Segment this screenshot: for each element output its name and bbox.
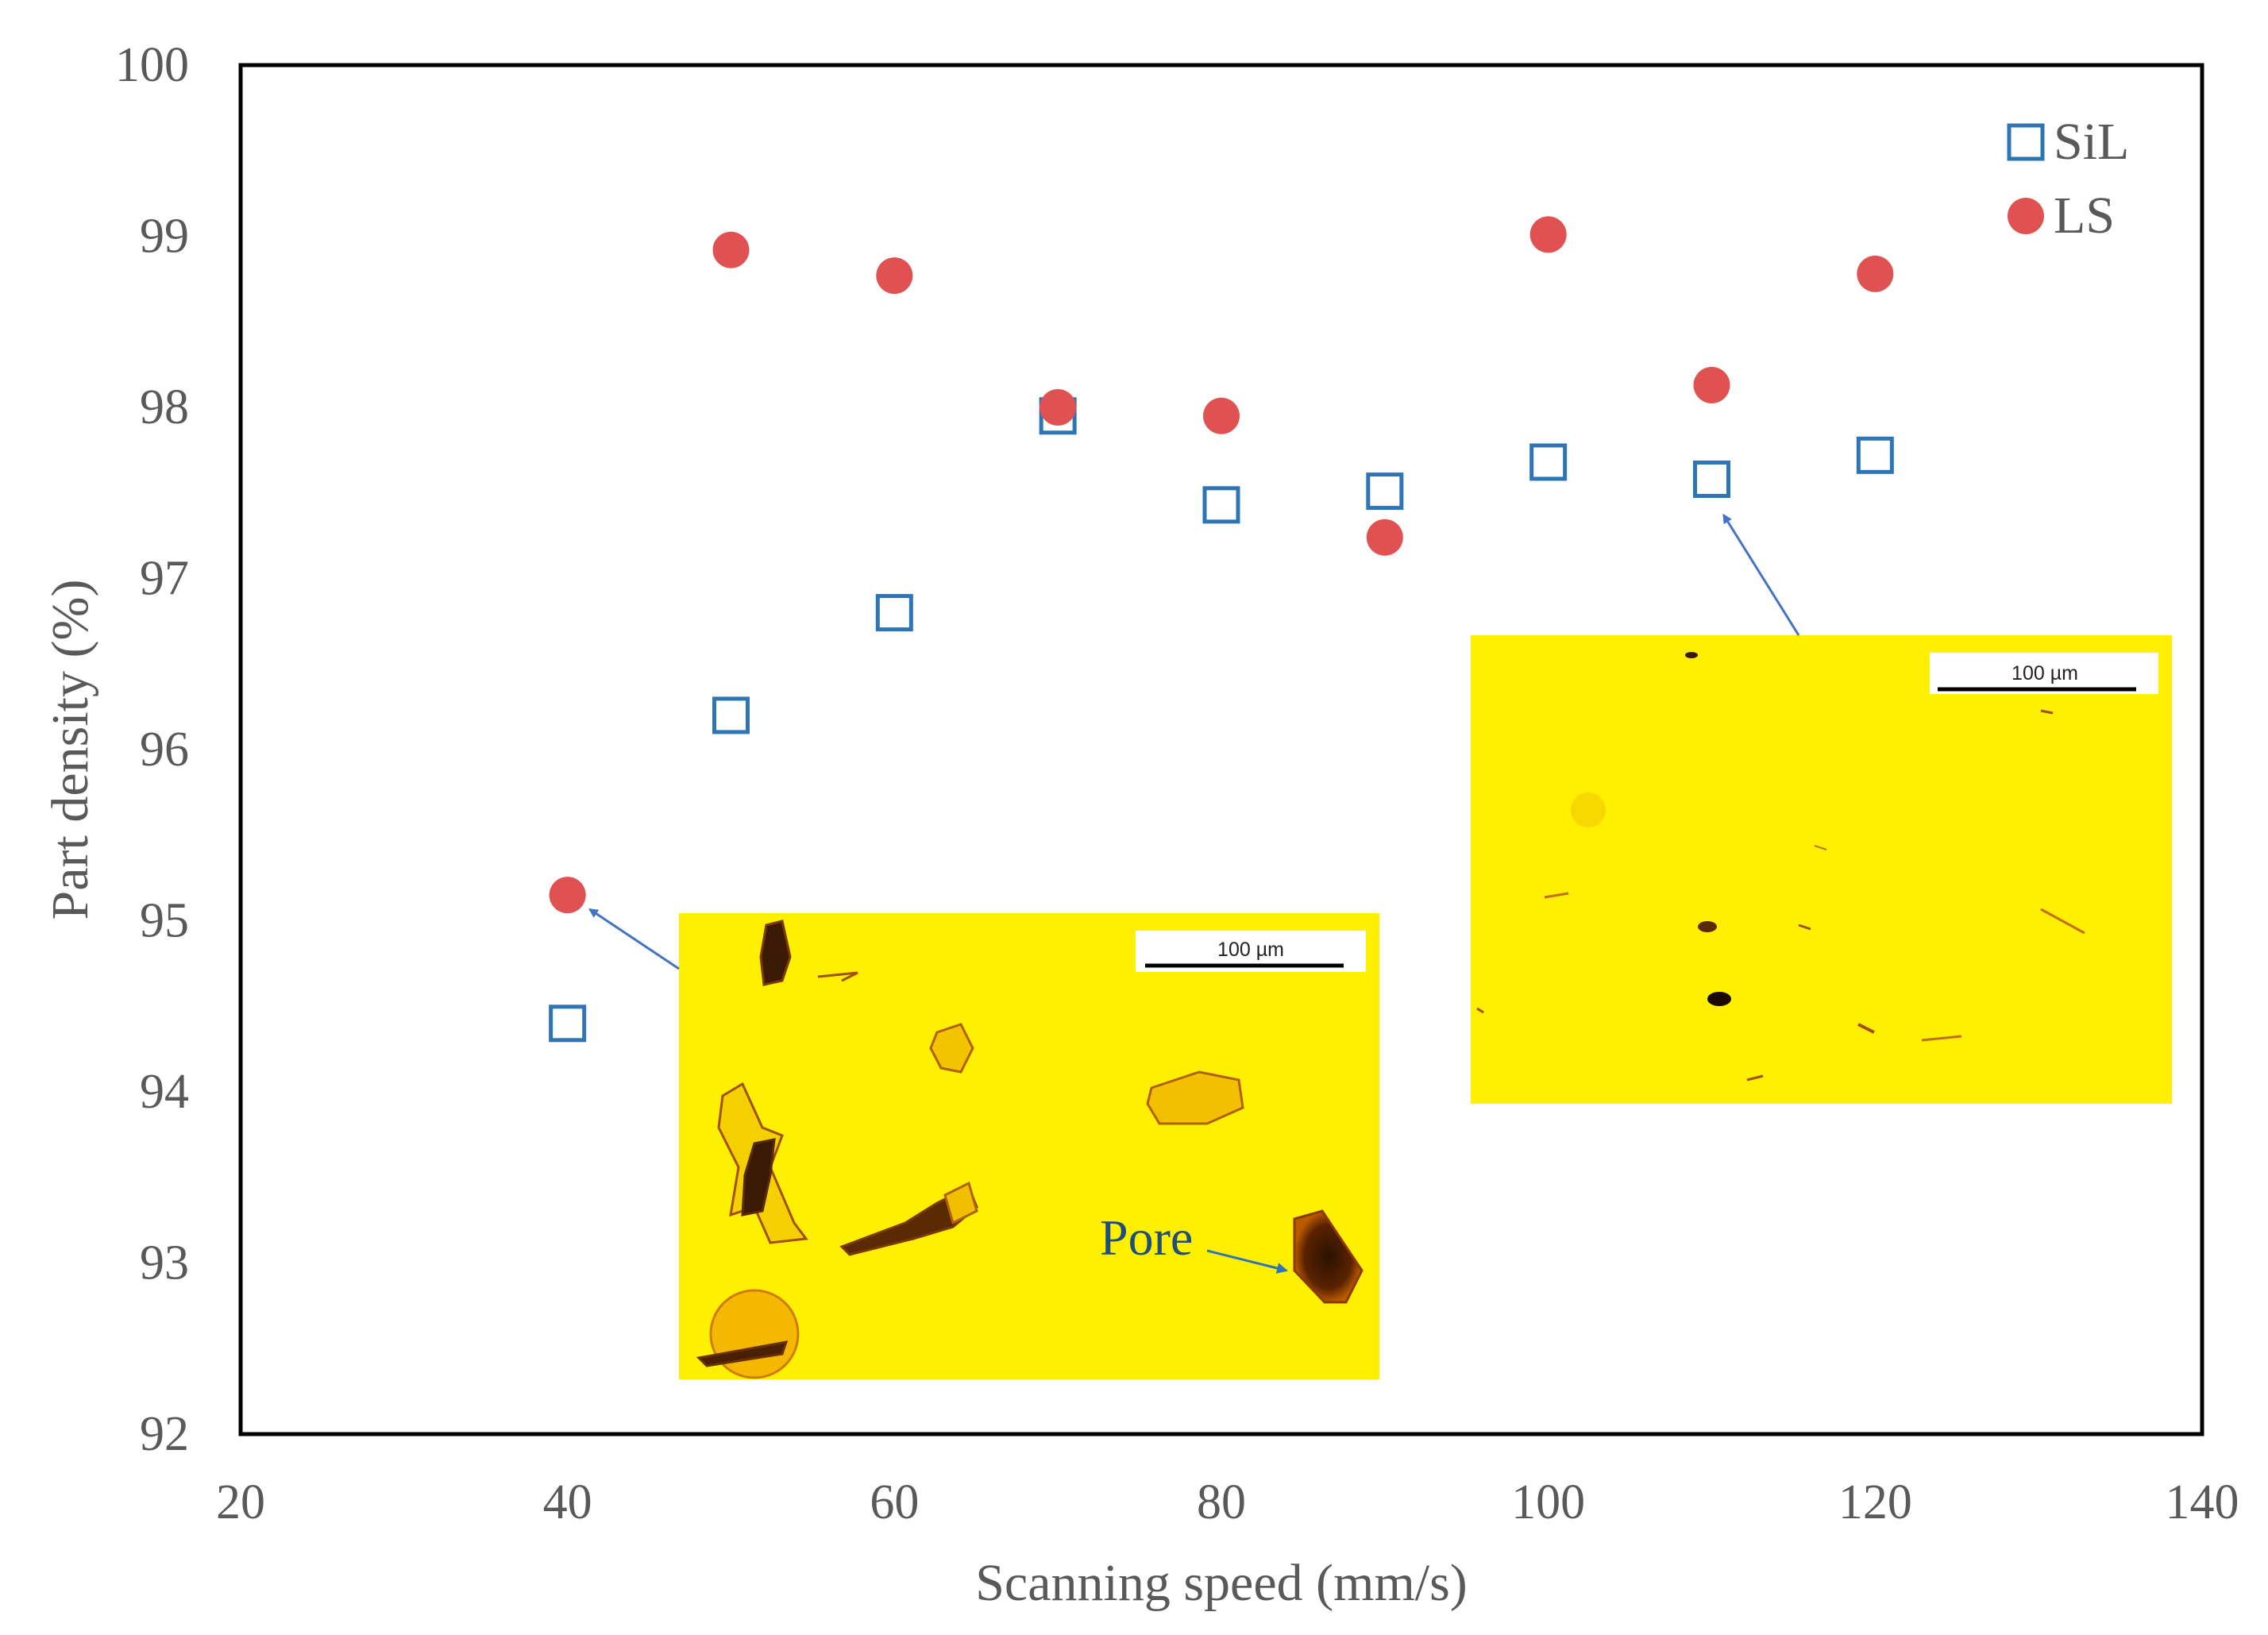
sil-point (712, 696, 750, 735)
sil-point (1366, 472, 1404, 511)
pore-arrow (1206, 1249, 1288, 1274)
y-tick-label: 97 (140, 552, 189, 606)
micrograph-low-speed-scale-label: 100 µm (1217, 939, 1284, 961)
x-tick-label: 20 (216, 1475, 265, 1529)
y-axis-title: Part density (%) (41, 580, 99, 920)
ls-point (1693, 366, 1730, 403)
inset-arrow-low-speed (588, 908, 680, 970)
y-tick-label: 92 (140, 1407, 189, 1461)
sil-point (1693, 461, 1730, 499)
legend-ls-marker (2008, 198, 2044, 234)
legend-ls-label: LS (2054, 187, 2115, 245)
ls-point (712, 231, 750, 268)
inset-arrow-high-speed (1722, 513, 1800, 636)
legend-sil-marker (2007, 123, 2045, 161)
micrograph-high-speed-scale-label: 100 µm (2011, 662, 2078, 684)
x-tick-label: 100 (1511, 1475, 1585, 1529)
ls-point (1529, 216, 1567, 253)
pore-annotation: Pore (1100, 1209, 1193, 1266)
ls-point (549, 877, 586, 914)
sil-point (875, 594, 913, 632)
sil-point (1856, 436, 1894, 474)
x-tick-label: 140 (2166, 1475, 2239, 1529)
x-tick-label: 40 (543, 1475, 592, 1529)
y-axis-ticks: 92 93 94 95 96 97 98 99 100 (115, 38, 189, 1461)
y-tick-label: 94 (140, 1065, 189, 1119)
plot-area-frame (238, 63, 2204, 1436)
micrograph-high-speed-background (1471, 635, 2172, 1104)
micrograph-high-speed-scale-box (1930, 653, 2158, 694)
legend-sil-label: SiL (2054, 113, 2129, 171)
micrograph-low-speed: 100 µm Pore (679, 913, 1379, 1379)
x-axis-ticks: 20 40 60 80 100 120 140 (216, 1475, 2239, 1529)
ls-point (1203, 397, 1240, 434)
ls-point (1857, 255, 1894, 292)
sil-point (549, 1005, 587, 1043)
micrograph-low-speed-background (679, 913, 1379, 1379)
ls-point (876, 257, 913, 295)
micrograph-high-speed: 100 µm (1471, 635, 2172, 1104)
sil-point (1202, 486, 1240, 524)
y-tick-label: 96 (140, 723, 189, 777)
y-tick-label: 98 (140, 380, 189, 434)
x-axis-title: Scanning speed (mm/s) (975, 1554, 1468, 1612)
micrograph-high-speed-features (1476, 652, 2085, 1082)
ls-point (1040, 389, 1077, 426)
y-tick-label: 100 (115, 38, 189, 92)
ls-point (1366, 519, 1403, 556)
series-ls (549, 216, 1894, 914)
micrograph-low-speed-features (696, 920, 1364, 1379)
y-tick-label: 95 (140, 894, 189, 948)
x-tick-label: 60 (870, 1475, 919, 1529)
y-tick-label: 99 (140, 210, 189, 264)
x-tick-label: 80 (1197, 1475, 1246, 1529)
y-tick-label: 93 (140, 1236, 189, 1290)
legend: SiL LS (2007, 113, 2129, 245)
sil-point (1529, 443, 1568, 481)
x-tick-label: 120 (1838, 1475, 1912, 1529)
